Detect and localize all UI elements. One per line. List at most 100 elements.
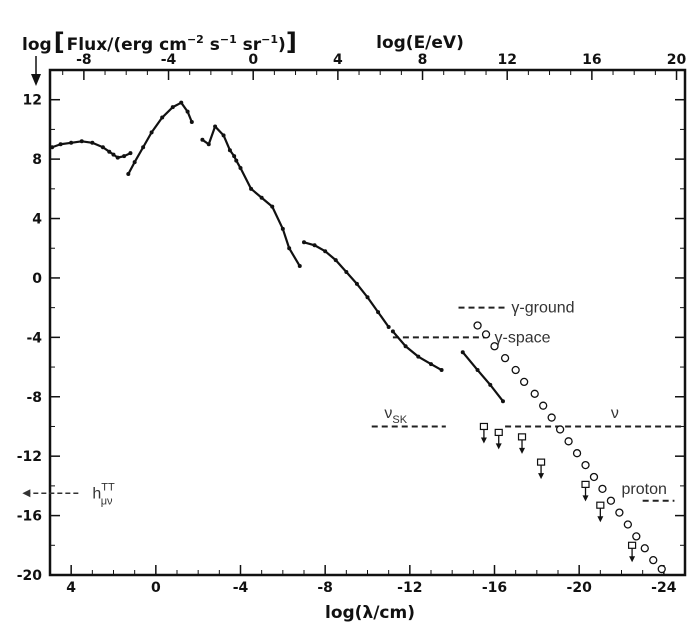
data-marks xyxy=(50,100,666,574)
data-point-cosmic-ray xyxy=(530,389,539,398)
x2-tick-label: 8 xyxy=(418,52,428,68)
reference-lines xyxy=(371,306,685,502)
data-point-x-ray xyxy=(365,295,370,300)
limit-arrow-head xyxy=(538,473,545,480)
data-point-x-ray xyxy=(354,281,359,286)
data-point-x-ray xyxy=(323,249,328,254)
data-point-x-ray xyxy=(333,258,338,263)
data-point-gamma-ground xyxy=(475,368,480,373)
data-point-cosmic-ray xyxy=(547,413,556,422)
x2-tick-label: 12 xyxy=(497,52,516,68)
data-point-cosmic-ray xyxy=(500,353,510,363)
annotation-sub: μν xyxy=(101,495,113,507)
x2-tick-label: -4 xyxy=(161,52,177,68)
data-point-radio xyxy=(58,142,63,147)
data-point-infrared-optical xyxy=(297,264,302,269)
data-point-cosmic-ray xyxy=(473,321,482,330)
data-point-gamma-ground xyxy=(500,399,505,404)
y-label-exp-1: −2 xyxy=(187,33,204,46)
data-point-radio xyxy=(79,139,84,144)
data-point-infrared-optical xyxy=(249,186,254,191)
x2-tick-label: 20 xyxy=(667,52,687,68)
annotation-sub: SK xyxy=(392,414,407,426)
y-tick-label: -16 xyxy=(17,509,42,525)
data-point-infrared-optical xyxy=(287,246,292,251)
data-point-cosmic-ray xyxy=(564,437,573,446)
y-tick-label: 12 xyxy=(23,93,42,109)
y-label-bracket-open: [ xyxy=(54,28,65,56)
y-label-prefix: log xyxy=(22,35,52,55)
data-point-infrared-optical xyxy=(232,154,237,159)
y-label-bracket-close: ] xyxy=(286,28,297,56)
data-point-x-ray xyxy=(376,310,381,315)
series-line-infrared-optical xyxy=(201,125,301,267)
data-point-CMB xyxy=(149,130,154,135)
data-point-limit xyxy=(517,433,527,441)
data-point-gamma-ground xyxy=(488,382,493,387)
data-point-x-ray xyxy=(344,270,349,274)
series-line-CMB xyxy=(127,101,193,175)
data-point-radio xyxy=(111,152,116,157)
data-point-cosmic-ray xyxy=(572,449,582,458)
data-point-radio xyxy=(69,140,74,145)
x-tick-label: 4 xyxy=(66,580,76,596)
data-point-CMB xyxy=(185,109,190,114)
data-point-infrared-optical xyxy=(206,142,211,147)
x2-tick-label: -8 xyxy=(76,52,92,68)
data-point-infrared-optical xyxy=(259,195,264,200)
annotation-: ν xyxy=(611,405,619,422)
data-point-gamma-space xyxy=(390,329,395,334)
x-tick-label: -16 xyxy=(482,580,507,596)
data-point-radio xyxy=(107,149,112,154)
data-point-cosmic-ray xyxy=(581,460,590,470)
annotation-main: ν xyxy=(384,405,392,422)
data-point-infrared-optical xyxy=(227,148,232,153)
x-tick-label: -20 xyxy=(567,580,593,596)
data-point-gamma-space xyxy=(416,354,421,359)
data-point-gamma-space xyxy=(429,362,433,367)
y-label-body-2: s xyxy=(204,35,220,55)
data-point-limit xyxy=(479,422,489,431)
data-point-CMB xyxy=(170,105,175,110)
x2-tick-label: 4 xyxy=(333,52,343,68)
limit-arrow-head xyxy=(495,443,502,450)
annotation-arrow-head xyxy=(22,489,31,498)
data-point-cosmic-ray xyxy=(598,484,607,494)
data-point-infrared-optical xyxy=(280,226,285,231)
data-point-infrared-optical xyxy=(221,133,226,138)
data-point-CMB xyxy=(141,145,146,150)
data-point-cosmic-ray xyxy=(632,532,641,541)
data-point-cosmic-ray xyxy=(511,365,520,375)
data-point-infrared-optical xyxy=(234,158,239,163)
axis-ticks: 4 0 -4 -8 -12 -16 -20 -24 -8 -4 0 4 8 12 16 20 12 8 4 0 -4 -8… xyxy=(17,52,687,596)
y-tick-label: -20 xyxy=(17,568,43,584)
annotation-main: ν xyxy=(611,405,619,422)
data-point-infrared-optical xyxy=(213,124,218,129)
x2-axis-label: log(E/eV) xyxy=(376,33,464,53)
data-point-radio xyxy=(128,151,133,156)
y-tick-label: -8 xyxy=(26,390,42,406)
y-tick-label: 4 xyxy=(32,212,42,228)
data-point-cosmic-ray xyxy=(640,544,649,553)
data-point-limit xyxy=(627,541,637,549)
annotation-htt: hTT μν xyxy=(92,481,115,507)
annotation-sup: TT xyxy=(101,481,115,493)
data-point-x-ray xyxy=(312,243,317,248)
y-label-exp-3: −1 xyxy=(261,33,278,46)
data-point-infrared-optical xyxy=(270,204,275,209)
data-point-radio xyxy=(122,154,127,159)
limit-arrow-head xyxy=(582,495,589,502)
data-point-cosmic-ray xyxy=(539,401,548,410)
limit-arrow-head xyxy=(480,437,487,444)
data-point-x-ray xyxy=(386,324,391,329)
x-tick-label: -8 xyxy=(317,580,333,596)
annotation-main: h xyxy=(92,485,101,502)
data-point-cosmic-ray xyxy=(606,496,616,505)
annotation-proton: proton xyxy=(622,481,667,498)
y-tick-label: 8 xyxy=(32,152,42,168)
data-point-radio xyxy=(115,155,120,160)
data-point-cosmic-ray xyxy=(657,564,666,574)
plot-frame xyxy=(48,68,687,577)
